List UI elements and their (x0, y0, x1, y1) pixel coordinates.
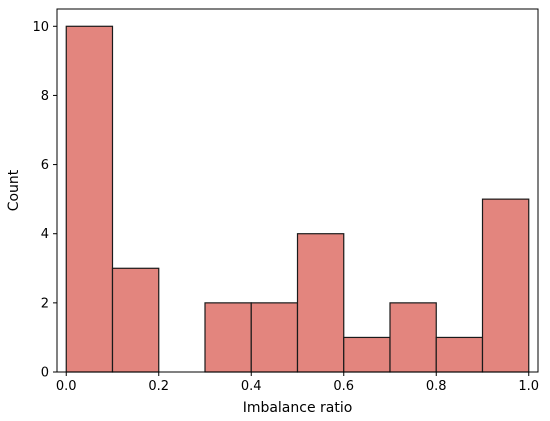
histogram-bar (204, 302, 252, 373)
histogram-bar (389, 302, 437, 373)
histogram-bar (343, 336, 391, 373)
x-axis-label: Imbalance ratio (243, 400, 353, 416)
y-tick-label: 10 (32, 20, 49, 35)
y-tick-label: 2 (41, 296, 49, 311)
x-tick-label: 0.0 (56, 379, 77, 394)
histogram-bar (111, 267, 160, 373)
x-tick-label: 1.0 (518, 379, 539, 394)
y-tick-label: 8 (41, 89, 49, 104)
bars-group (65, 25, 530, 373)
y-axis-ticks: 0 2 4 6 8 10 (32, 20, 57, 381)
y-axis-label: Count (6, 169, 22, 211)
y-tick-label: 6 (41, 158, 49, 173)
histogram-bar (481, 198, 530, 373)
y-tick-label: 0 (41, 366, 49, 381)
histogram-bar (435, 336, 484, 373)
histogram-bar (65, 25, 114, 373)
y-tick-label: 4 (41, 227, 49, 242)
histogram-bar (296, 233, 345, 373)
x-axis-ticks: 0.0 0.2 0.4 0.6 0.8 1.0 (56, 372, 539, 394)
plot-frame (56, 8, 539, 373)
x-tick-label: 0.2 (148, 379, 169, 394)
x-tick-label: 0.6 (333, 379, 354, 394)
x-tick-label: 0.8 (426, 379, 447, 394)
x-tick-label: 0.4 (241, 379, 262, 394)
histogram-bar (250, 302, 299, 373)
